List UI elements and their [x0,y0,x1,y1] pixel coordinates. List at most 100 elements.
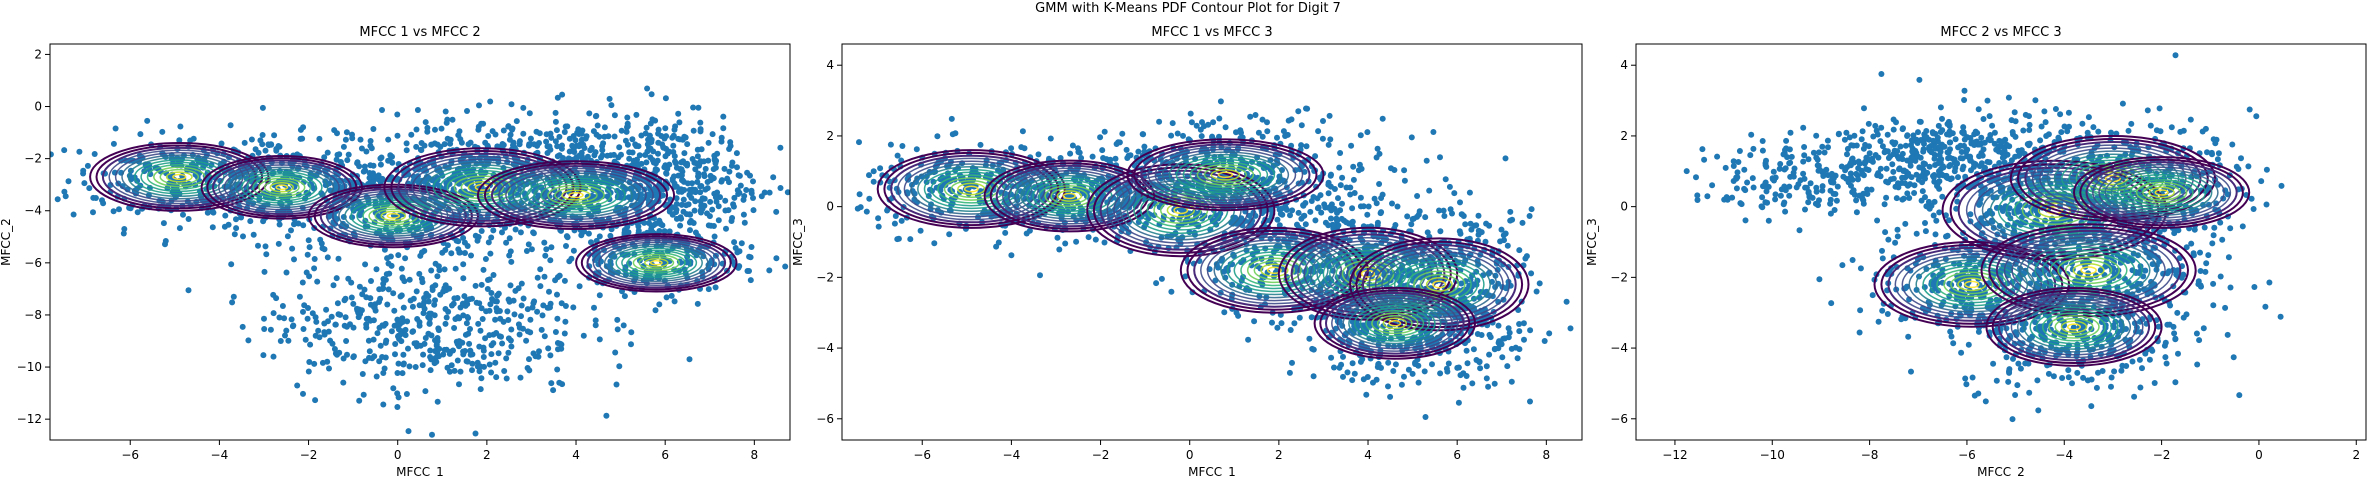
data-point [409,303,416,310]
data-point [1298,142,1305,149]
data-point [370,172,377,179]
data-point [248,136,255,143]
data-point [559,91,566,98]
data-point [233,225,240,232]
data-point [1474,331,1481,337]
data-point [663,294,670,301]
data-point [288,227,294,234]
data-point [875,215,882,222]
data-point [398,338,405,345]
data-point [402,326,409,333]
data-point [925,193,932,199]
data-point [548,380,555,387]
data-point [121,226,128,232]
contour-line [638,255,675,270]
data-point [666,161,673,168]
data-point [1475,212,1482,219]
data-point [62,193,69,200]
data-point [506,252,513,259]
data-point [1404,213,1411,220]
data-point [324,254,331,261]
data-point [300,326,307,332]
data-point [1527,398,1533,405]
data-point [467,326,473,332]
data-point [84,162,91,169]
data-point [628,329,635,336]
data-point [463,320,470,327]
data-point [534,274,541,281]
data-point [532,353,539,360]
data-point [581,228,588,235]
data-point [684,141,691,148]
data-point [1282,133,1289,139]
data-point [446,350,453,357]
data-point [669,211,676,218]
data-point [486,332,493,339]
data-point [678,201,685,208]
data-point [406,363,413,370]
data-point [539,312,546,319]
data-point [527,329,534,336]
data-point [620,322,627,329]
data-point [493,374,500,381]
data-point [276,314,283,321]
contour-line [592,239,721,287]
contour-line [519,174,633,216]
data-point [596,133,603,140]
data-point [1497,238,1504,245]
data-point [1498,226,1505,233]
data-point [655,130,662,137]
data-point [385,286,392,293]
data-point [1401,373,1407,380]
data-point [1374,219,1381,226]
data-point [588,239,594,246]
data-point [380,285,387,292]
data-point [1401,177,1408,184]
data-point [493,305,500,312]
data-point [1337,182,1344,189]
data-point [1307,208,1314,215]
data-point [534,308,541,315]
data-point [472,232,479,239]
data-point [709,131,716,138]
data-point [380,401,387,408]
data-point [1365,203,1372,210]
data-point [291,221,297,228]
data-point [312,397,319,404]
data-point [1482,238,1489,245]
data-point [1502,230,1509,237]
data-point [1374,145,1381,152]
contour-line [263,179,300,195]
data-point [1216,133,1222,140]
data-point [557,340,564,347]
data-point [870,168,877,175]
data-point [464,108,470,114]
data-point [556,379,563,386]
data-point [571,143,578,150]
data-point [643,124,650,131]
data-point [451,367,458,374]
data-point [227,122,234,129]
data-point [648,91,655,98]
data-point [1018,144,1025,151]
data-point [728,162,735,169]
data-point [240,233,246,240]
data-point [384,301,391,308]
data-point [331,346,338,352]
y-tick-label: −10 [17,360,42,374]
data-point [630,157,637,164]
pdf-contours [89,142,738,293]
data-point [398,265,405,272]
data-point [899,143,906,149]
data-point [144,117,151,124]
data-point [418,147,425,154]
data-point [554,291,560,298]
data-point [687,227,693,234]
data-point [691,207,698,214]
data-point [361,286,368,293]
data-point [1460,384,1467,391]
data-point [592,317,599,324]
data-point [948,115,955,122]
data-point [1216,115,1223,122]
data-point [428,332,435,339]
